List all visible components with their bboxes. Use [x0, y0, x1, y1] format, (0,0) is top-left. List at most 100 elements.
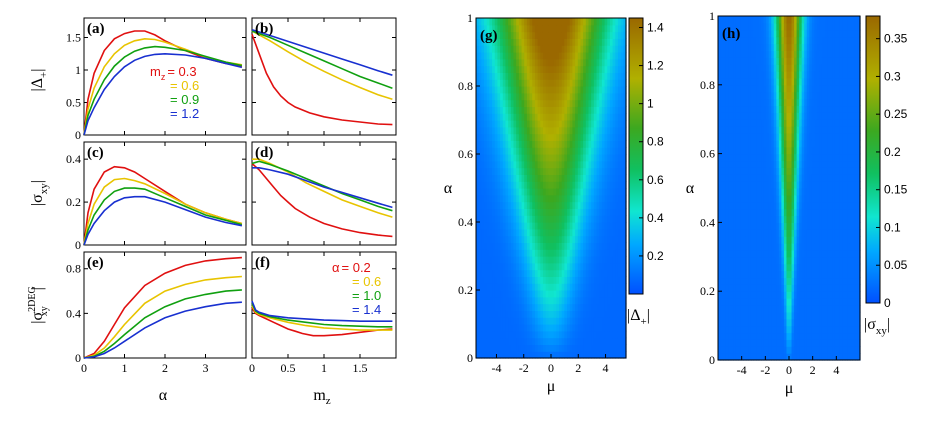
- heat-cell: [804, 36, 808, 45]
- heat-cell: [518, 113, 523, 121]
- heat-cell: [591, 276, 595, 284]
- heat-cell: [599, 276, 603, 284]
- heat-cell: [577, 228, 582, 237]
- heat-cell: [607, 38, 611, 46]
- heat-cell: [497, 52, 501, 60]
- heat-cell: [735, 188, 739, 196]
- heat-cell: [489, 276, 493, 284]
- heat-cell: [778, 332, 782, 340]
- heat-cell: [575, 167, 579, 175]
- heat-cell: [478, 222, 482, 230]
- heat-cell: [492, 351, 496, 359]
- heat-cell: [783, 139, 788, 148]
- heat-cell: [733, 174, 737, 182]
- heat-cell: [583, 330, 587, 339]
- heat-cell: [811, 277, 815, 285]
- heat-cell: [516, 188, 520, 196]
- heat-cell: [806, 229, 810, 237]
- heat-cell: [529, 242, 533, 250]
- heat-cell: [540, 208, 544, 216]
- heat-cell: [789, 291, 793, 299]
- heat-cell: [728, 153, 732, 162]
- heat-cell: [773, 22, 777, 31]
- heat-cell: [804, 146, 808, 155]
- heat-cell: [609, 167, 614, 175]
- heat-cell: [720, 194, 724, 203]
- heat-cell: [794, 236, 798, 244]
- heat-cell: [766, 119, 770, 127]
- heat-cell: [748, 181, 752, 189]
- heat-cell: [521, 31, 525, 39]
- heat-cell: [583, 45, 587, 53]
- heat-cell: [476, 18, 480, 26]
- heat-cell: [489, 113, 493, 121]
- heat-cell: [585, 262, 590, 271]
- heat-cell: [564, 18, 568, 26]
- heat-cell: [534, 290, 539, 298]
- heat-cell: [733, 249, 737, 258]
- heat-cell: [551, 92, 555, 101]
- heat-cell: [529, 194, 533, 203]
- heat-cell: [513, 249, 517, 257]
- heat-cell: [588, 167, 592, 175]
- heat-cell: [601, 174, 606, 182]
- heat-cell: [748, 215, 752, 223]
- heat-cell: [617, 181, 622, 189]
- heat-cell: [733, 284, 737, 292]
- heat-cell: [521, 269, 525, 277]
- heat-cell: [545, 283, 549, 291]
- heat-cell: [545, 276, 549, 284]
- heat-cell: [516, 351, 520, 359]
- heat-cell: [575, 194, 579, 203]
- heat-cell: [585, 52, 590, 60]
- heat-cell: [758, 126, 762, 134]
- heat-cell: [735, 346, 739, 354]
- heat-cell: [776, 36, 780, 45]
- heat-cell: [796, 29, 800, 38]
- heat-cell: [556, 228, 560, 237]
- heat-cell: [545, 99, 549, 107]
- heat-cell: [492, 52, 496, 60]
- heat-cell: [791, 353, 795, 361]
- heat-cell: [718, 208, 722, 217]
- heat-cell: [809, 277, 813, 285]
- heat-cell: [601, 215, 606, 223]
- heat-cell: [516, 113, 520, 121]
- heat-cell: [733, 64, 737, 72]
- heat-cell: [596, 296, 600, 305]
- heat-cell: [761, 132, 765, 141]
- heat-cell: [513, 58, 517, 67]
- heat-cell: [743, 256, 747, 265]
- heat-cell: [476, 290, 480, 298]
- heat-cell: [599, 310, 603, 318]
- heat-cell: [758, 64, 762, 72]
- heat-cell: [567, 86, 571, 94]
- heat-cell: [748, 256, 752, 265]
- heat-cell: [548, 167, 552, 175]
- heat-cell: [575, 242, 579, 250]
- heat-cell: [814, 91, 818, 100]
- heat-cell: [804, 119, 808, 127]
- heat-cell: [542, 106, 547, 114]
- heat-cell: [720, 236, 724, 244]
- heat-cell: [781, 71, 785, 79]
- heat-cell: [718, 29, 722, 38]
- heat-cell: [723, 325, 727, 334]
- heat-cell: [567, 174, 571, 182]
- heat-cell: [561, 113, 565, 121]
- heat-cell: [553, 283, 557, 291]
- heat-cell: [750, 50, 755, 58]
- heat-cell: [537, 235, 541, 243]
- heat-cell: [725, 43, 729, 51]
- heat-cell: [593, 160, 598, 169]
- heat-cell: [508, 174, 512, 182]
- heat-cell: [492, 194, 496, 203]
- heat-cell: [545, 201, 549, 209]
- heat-cell: [494, 330, 499, 339]
- heat-cell: [806, 64, 810, 72]
- heat-cell: [809, 181, 813, 189]
- heat-cell: [738, 270, 742, 279]
- heat-cell: [789, 132, 793, 141]
- heat-cell: [542, 65, 547, 73]
- heat-cell: [567, 317, 571, 325]
